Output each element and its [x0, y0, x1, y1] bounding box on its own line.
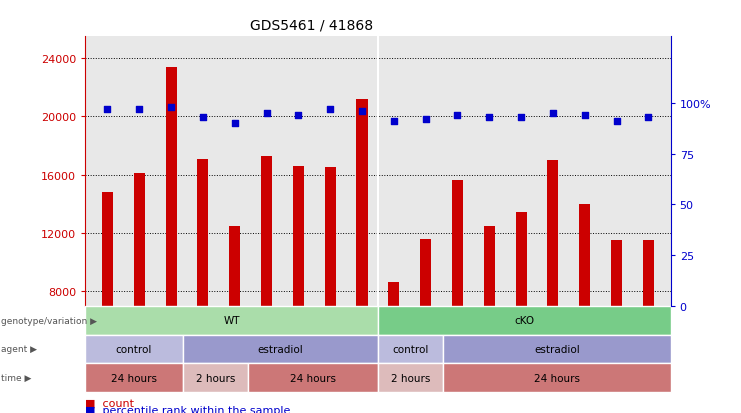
Bar — [642, 241, 654, 408]
Text: 24 hours: 24 hours — [111, 373, 157, 383]
Bar — [378, 335, 443, 363]
Bar — [247, 363, 378, 392]
Bar — [85, 335, 183, 363]
Point — [547, 111, 559, 117]
Bar — [548, 161, 559, 408]
Bar — [165, 68, 176, 408]
Text: estradiol: estradiol — [257, 344, 303, 354]
Text: WT: WT — [223, 316, 240, 325]
Text: 24 hours: 24 hours — [534, 373, 579, 383]
Bar — [452, 181, 463, 408]
Point — [483, 115, 495, 121]
Text: genotype/variation ▶: genotype/variation ▶ — [1, 316, 98, 325]
Bar — [133, 174, 145, 408]
Point — [133, 107, 145, 113]
Text: cKO: cKO — [514, 316, 534, 325]
Point — [356, 109, 368, 115]
Bar — [484, 226, 495, 408]
Text: ■  count: ■ count — [85, 397, 134, 407]
Bar — [443, 335, 671, 363]
Point — [611, 119, 622, 126]
Point — [197, 115, 209, 121]
Bar — [102, 192, 113, 408]
Point — [325, 107, 336, 113]
Bar — [378, 363, 443, 392]
Text: control: control — [116, 344, 152, 354]
Bar — [261, 156, 272, 408]
Bar — [183, 363, 247, 392]
Point — [451, 113, 463, 119]
Point — [642, 115, 654, 121]
Bar — [443, 363, 671, 392]
Point — [419, 117, 431, 123]
Text: 2 hours: 2 hours — [391, 373, 430, 383]
Bar — [356, 100, 368, 408]
Bar — [516, 213, 527, 408]
Text: estradiol: estradiol — [534, 344, 579, 354]
Text: GDS5461 / 41868: GDS5461 / 41868 — [250, 19, 373, 33]
Bar — [388, 283, 399, 408]
Point — [293, 113, 305, 119]
Bar — [378, 306, 671, 335]
Text: 2 hours: 2 hours — [196, 373, 235, 383]
Bar — [85, 306, 378, 335]
Bar — [420, 239, 431, 408]
Point — [229, 121, 241, 127]
Bar — [229, 226, 240, 408]
Text: 24 hours: 24 hours — [290, 373, 336, 383]
Bar — [325, 168, 336, 408]
Point — [388, 119, 399, 126]
Point — [261, 111, 273, 117]
Text: control: control — [392, 344, 428, 354]
Bar — [197, 159, 208, 408]
Bar — [183, 335, 378, 363]
Text: ■  percentile rank within the sample: ■ percentile rank within the sample — [85, 405, 290, 413]
Point — [579, 113, 591, 119]
Bar — [611, 241, 622, 408]
Point — [165, 104, 177, 111]
Text: time ▶: time ▶ — [1, 373, 32, 382]
Point — [515, 115, 527, 121]
Text: agent ▶: agent ▶ — [1, 345, 38, 354]
Bar — [293, 166, 304, 408]
Bar — [579, 204, 591, 408]
Bar — [85, 363, 183, 392]
Point — [102, 107, 113, 113]
